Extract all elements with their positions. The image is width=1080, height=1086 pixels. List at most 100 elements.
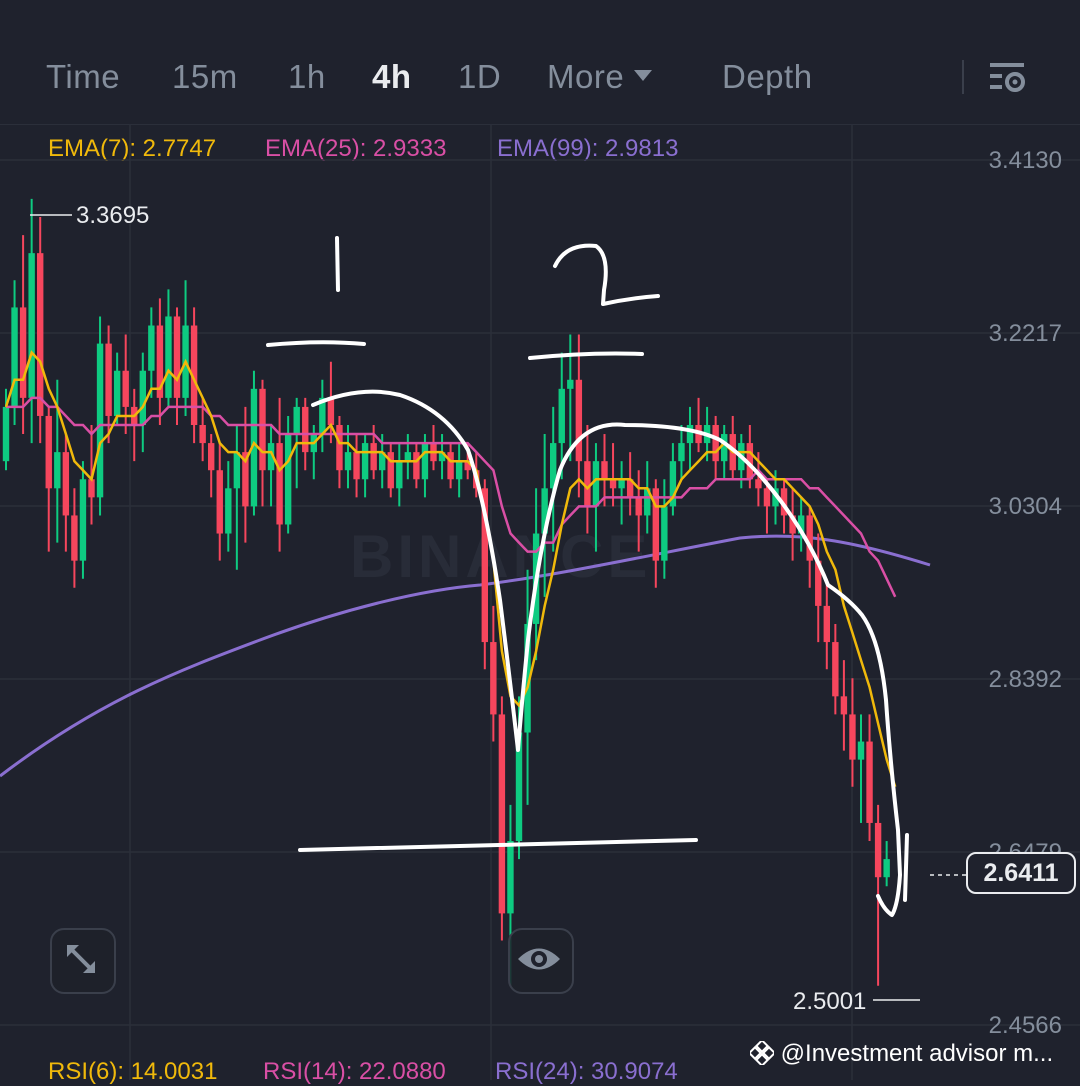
ema99-line — [0, 534, 931, 778]
tab-more[interactable]: More — [547, 58, 653, 96]
candle-body — [173, 316, 181, 398]
annotation-digit-2 — [553, 243, 660, 306]
candle-body — [438, 452, 446, 462]
candle-body — [267, 443, 275, 471]
rsi24-label: RSI(24): 30.9074 — [495, 1058, 678, 1085]
candle-body — [524, 623, 531, 733]
candle-body — [361, 443, 369, 480]
tab-1h[interactable]: 1h — [288, 58, 326, 95]
credit-label: @Investment advisor m... — [780, 1040, 1054, 1067]
candle-body — [387, 452, 394, 489]
candle-body — [327, 397, 335, 425]
candle-body — [250, 388, 258, 507]
candle-body — [319, 397, 326, 435]
rsi6-label: RSI(6): 14.0031 — [48, 1058, 218, 1085]
rsi14-label: RSI(14): 22.0880 — [263, 1058, 446, 1085]
candle-body — [652, 488, 659, 561]
candle-body — [336, 424, 343, 471]
candle-body — [584, 461, 591, 507]
annotation-curve-1 — [311, 389, 902, 917]
candle-body — [156, 325, 164, 398]
candle-body — [541, 488, 548, 534]
chart-settings-icon[interactable] — [988, 60, 1028, 96]
candle-body — [866, 741, 873, 823]
candle-body — [455, 461, 463, 480]
candle-body — [797, 515, 805, 534]
candle-body — [225, 488, 232, 534]
y-tick-label: 3.2217 — [988, 320, 1062, 347]
ema7-line — [4, 350, 897, 788]
candle-body — [122, 370, 129, 407]
candle-body — [550, 443, 557, 489]
expand-arrows-icon — [67, 945, 95, 973]
candle-body — [490, 642, 497, 715]
candle-body — [644, 488, 651, 516]
candle-body — [370, 443, 377, 471]
candle-body — [233, 452, 241, 489]
candle-body — [37, 253, 44, 416]
candle-body — [618, 479, 625, 489]
candle-body — [396, 461, 403, 489]
candle-body — [635, 497, 642, 516]
candle-body — [507, 841, 514, 914]
candle-body — [592, 461, 600, 507]
chevron-down-icon — [634, 69, 653, 81]
candle-body — [62, 452, 70, 516]
candle-body — [54, 452, 61, 489]
candle-body — [815, 560, 822, 606]
candle-body — [413, 452, 420, 480]
candle-body — [284, 434, 292, 525]
candle-body — [567, 379, 574, 389]
y-tick-label: 2.8392 — [988, 666, 1062, 693]
ema99-label: EMA(99): 2.9813 — [497, 135, 679, 162]
candle-body — [113, 370, 121, 416]
tab-depth[interactable]: Depth — [722, 58, 813, 95]
toolbar-divider — [962, 60, 964, 94]
candle-body — [806, 515, 813, 561]
credit-text: @Investment advisor m... — [747, 1038, 1054, 1068]
tab-time[interactable]: Time — [46, 58, 121, 95]
ema25-label: EMA(25): 2.9333 — [265, 135, 447, 162]
y-tick-label: 2.4566 — [988, 1012, 1062, 1039]
tab-1d[interactable]: 1D — [458, 58, 502, 95]
candle-body — [746, 443, 754, 480]
candle-body — [712, 424, 719, 462]
high-price-label: 3.3695 — [76, 202, 150, 229]
annotation-support-line — [298, 838, 698, 852]
binance-logo-icon — [747, 1038, 777, 1068]
candle-body — [379, 452, 386, 471]
candle-body — [789, 515, 796, 534]
ema25-line — [6, 396, 897, 598]
candle-body — [421, 443, 429, 480]
y-tick-label: 3.0304 — [988, 493, 1062, 520]
candle-body — [11, 307, 18, 407]
candle-body — [28, 253, 35, 398]
candle-body — [849, 714, 856, 760]
candle-body — [165, 316, 172, 398]
interval-toolbar: Time 15m 1h 4h 1D More Depth — [0, 0, 1080, 125]
candle-body — [763, 488, 771, 507]
candle-body — [344, 452, 352, 471]
candle-body — [302, 406, 309, 453]
candles — [2, 198, 890, 986]
candle-body — [242, 452, 249, 507]
candle-body — [558, 388, 565, 444]
annotation-digit-1 — [335, 236, 340, 292]
candle-body — [447, 452, 454, 480]
candle-body — [874, 822, 882, 878]
annotation-arrow-stem — [903, 833, 909, 902]
candle-body — [515, 732, 523, 842]
candle-body — [832, 642, 839, 697]
annotation-underline-2 — [528, 351, 644, 360]
candle-body — [626, 479, 634, 498]
candle-body — [686, 424, 694, 444]
candle-body — [148, 325, 155, 371]
candle-body — [79, 479, 87, 561]
tab-4h[interactable]: 4h — [372, 58, 412, 95]
tab-15m[interactable]: 15m — [172, 58, 238, 95]
candle-body — [208, 443, 215, 471]
candle-body — [88, 479, 95, 498]
fullscreen-button[interactable] — [50, 928, 116, 994]
toggle-visibility-button[interactable] — [508, 928, 574, 994]
